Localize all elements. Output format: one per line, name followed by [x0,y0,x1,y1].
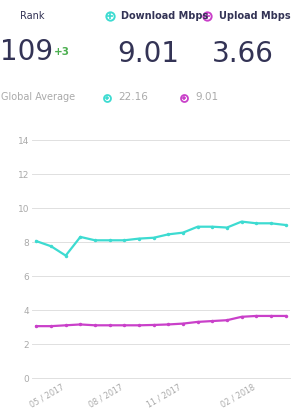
Text: 9.01: 9.01 [117,40,179,68]
Text: 109: 109 [0,38,53,66]
Text: Upload Mbps: Upload Mbps [219,11,291,21]
Text: +3: +3 [54,47,70,57]
Text: Rank: Rank [20,11,45,21]
Text: 22.16: 22.16 [118,92,148,102]
Text: 9.01: 9.01 [195,92,218,102]
Text: Download Mbps: Download Mbps [121,11,209,21]
Text: 3.66: 3.66 [212,40,274,68]
Text: Global Average: Global Average [1,92,75,102]
